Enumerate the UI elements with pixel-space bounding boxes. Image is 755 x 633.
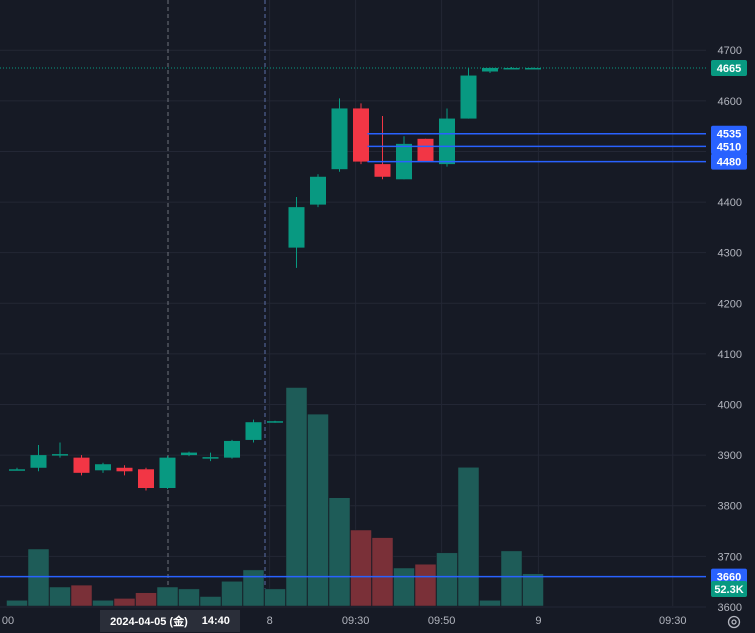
line-price-tag-bg bbox=[711, 125, 747, 142]
volume-bar bbox=[479, 600, 501, 607]
price-candles bbox=[9, 66, 541, 491]
volume-bar bbox=[350, 529, 372, 607]
crosshair-time-label: 2024-04-05 (金) 14:40 bbox=[100, 610, 240, 632]
volume-bar bbox=[371, 537, 394, 607]
crosshair-date: 2024-04-05 (金) bbox=[110, 616, 188, 628]
line-price-tag-bg bbox=[711, 568, 747, 585]
candle-body bbox=[73, 457, 90, 473]
candle-body bbox=[525, 67, 541, 70]
candle-body bbox=[224, 440, 240, 458]
price-tick-label: 3800 bbox=[718, 501, 742, 513]
volume-bar bbox=[92, 600, 114, 607]
price-tick-label: 4100 bbox=[718, 349, 742, 361]
price-tick-label: 3700 bbox=[718, 551, 742, 563]
volume-bar bbox=[264, 588, 286, 607]
settings-gear-icon[interactable] bbox=[724, 612, 744, 632]
volume-bar bbox=[6, 600, 28, 607]
volume-bar bbox=[49, 586, 71, 607]
time-axis: 00 8 09:30 09:50 9 09:30 bbox=[2, 615, 687, 627]
candle-body bbox=[245, 422, 262, 440]
line-price-tag: 4480 bbox=[717, 157, 741, 169]
candle-body bbox=[181, 452, 197, 456]
time-tick-label: 09:30 bbox=[342, 615, 370, 627]
candle-body bbox=[503, 67, 520, 70]
candle-body bbox=[460, 75, 477, 119]
candle-body bbox=[482, 67, 498, 72]
candle-body bbox=[202, 457, 219, 459]
line-price-tag: 3660 bbox=[717, 572, 741, 584]
price-tick-label: 4400 bbox=[718, 197, 742, 209]
volume-bar bbox=[328, 497, 351, 607]
candle-body bbox=[95, 464, 111, 471]
candle-body bbox=[138, 469, 154, 489]
volume-bar bbox=[27, 548, 50, 607]
candle-body bbox=[439, 118, 455, 165]
chart-overlays bbox=[0, 67, 706, 578]
candle-body bbox=[9, 469, 25, 471]
last-price-tag-bg bbox=[711, 59, 747, 76]
candle-body bbox=[374, 164, 391, 177]
candle-body bbox=[267, 421, 283, 423]
price-tick-label: 4600 bbox=[718, 96, 742, 108]
volume-bar bbox=[70, 584, 93, 607]
volume-bar bbox=[522, 573, 544, 607]
line-price-tag-bg bbox=[711, 153, 747, 170]
candle-body bbox=[30, 455, 47, 468]
price-tick-label: 4200 bbox=[718, 298, 742, 310]
price-tick-label: 4300 bbox=[718, 248, 742, 260]
price-axis: 3600370038003900400041004200430044004500… bbox=[711, 45, 747, 614]
volume-tag-bg bbox=[711, 581, 747, 597]
volume-bar bbox=[156, 586, 179, 607]
volume-bar bbox=[221, 581, 243, 607]
volume-bar bbox=[242, 569, 265, 607]
crosshair-time: 14:40 bbox=[201, 615, 230, 627]
time-tick-label: 09:50 bbox=[428, 615, 456, 627]
candle-body bbox=[159, 457, 176, 489]
candle-body bbox=[331, 108, 348, 170]
time-tick-label: 9 bbox=[535, 615, 541, 627]
chart-grid bbox=[0, 0, 706, 608]
candle-body bbox=[52, 454, 68, 456]
candle-body bbox=[116, 467, 133, 472]
time-tick-label: 00 bbox=[2, 615, 14, 627]
volume-bar bbox=[457, 467, 480, 607]
line-price-tag-bg bbox=[711, 138, 747, 155]
price-tick-label: 3900 bbox=[718, 450, 742, 462]
time-tick-label: 8 bbox=[267, 615, 273, 627]
candle-body bbox=[310, 176, 326, 205]
volume-tag: 52.3K bbox=[714, 584, 743, 596]
last-price-tag: 4665 bbox=[717, 63, 741, 75]
volume-bar bbox=[393, 567, 415, 607]
price-tick-label: 4000 bbox=[718, 400, 742, 412]
candle-body bbox=[417, 138, 434, 162]
volume-bar bbox=[307, 413, 329, 607]
time-tick-label: 09:30 bbox=[659, 615, 687, 627]
candle-body bbox=[353, 108, 369, 162]
volume-bar bbox=[500, 550, 523, 607]
volume-bar bbox=[199, 596, 222, 607]
line-price-tag: 4510 bbox=[717, 141, 741, 153]
volume-bar bbox=[414, 563, 437, 607]
price-tick-label: 3600 bbox=[718, 602, 742, 614]
price-tick-label: 4700 bbox=[718, 45, 742, 57]
volume-bar bbox=[113, 598, 136, 607]
volume-bar bbox=[135, 592, 157, 607]
volume-bars bbox=[6, 387, 544, 607]
line-price-tag: 4535 bbox=[717, 129, 741, 141]
candle-body bbox=[288, 207, 305, 248]
volume-bar bbox=[178, 588, 200, 607]
volume-bar bbox=[436, 552, 458, 607]
volume-bar bbox=[285, 387, 308, 607]
